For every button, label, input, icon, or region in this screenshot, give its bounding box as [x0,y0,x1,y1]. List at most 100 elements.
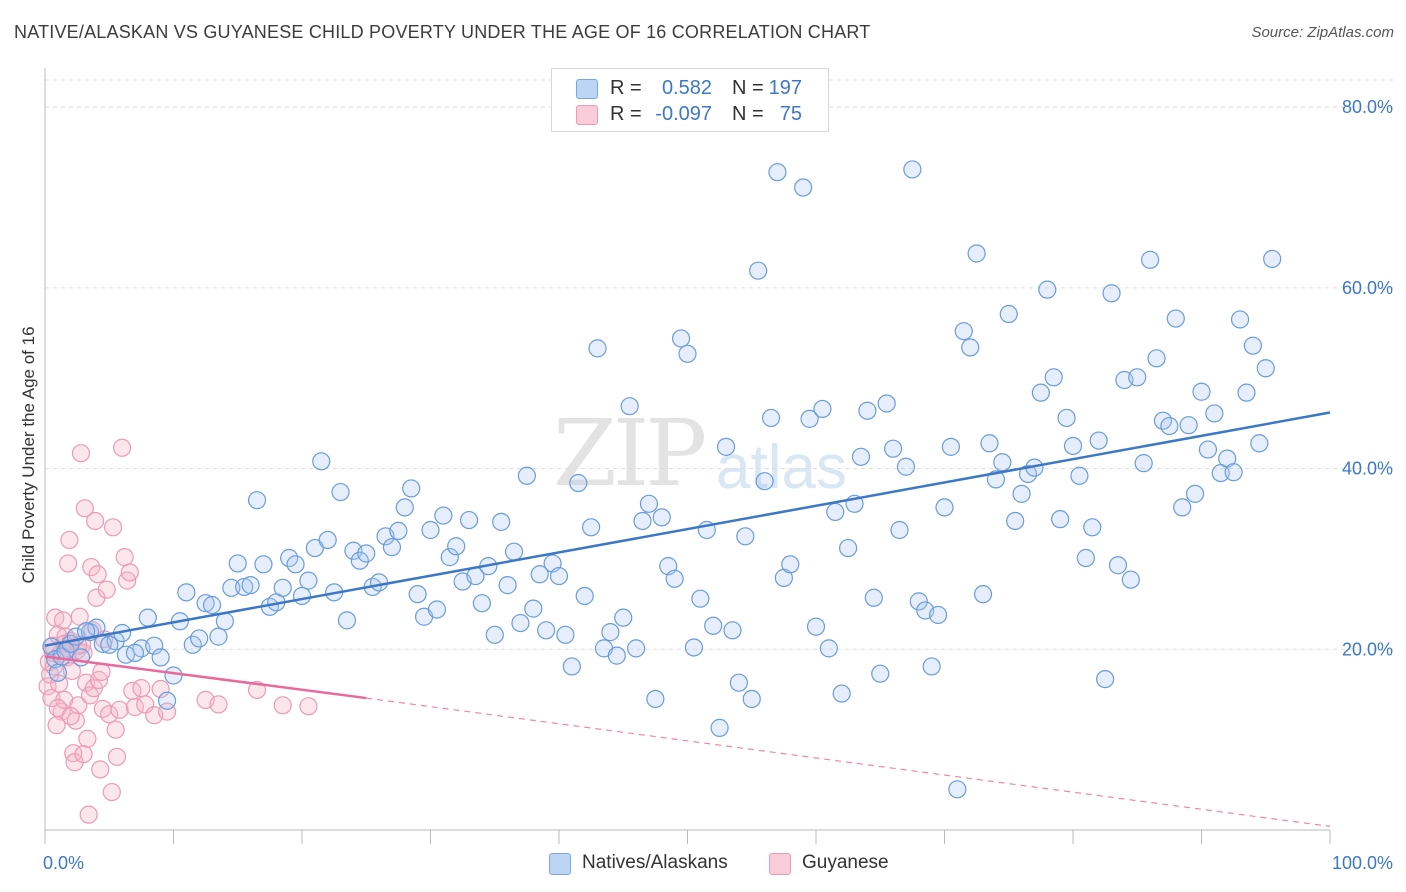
natives-alaskans-point [755,472,774,491]
natives-alaskans-point [781,555,800,574]
natives-alaskans-point [1134,454,1153,473]
natives-alaskans-point [440,548,459,567]
natives-alaskans-point [928,605,948,625]
natives-alaskans-point [993,453,1012,472]
natives-alaskans-point [77,622,96,641]
natives-alaskans-point [871,664,890,683]
legend-r-value: -0.097 [655,103,712,125]
natives-alaskans-point [1102,284,1121,303]
guyanese-point [106,720,125,739]
natives-alaskans-point [813,399,832,419]
natives-alaskans-point [1076,548,1095,568]
guyanese-trend-line [44,655,367,700]
natives-alaskans-point [524,599,543,618]
natives-alaskans-point [273,578,292,597]
natives-alaskans-point [138,608,157,627]
guyanese-point [273,696,292,715]
natives-alaskans-point [157,691,177,710]
natives-alaskans-point [408,585,427,604]
natives-alaskans-point [1205,404,1224,423]
natives-alaskans-point [1128,368,1147,387]
guyanese-point [48,698,67,718]
natives-alaskans-point [883,439,903,458]
natives-alaskans-point [575,586,594,606]
natives-alaskans-point [1179,416,1198,435]
natives-alaskans-point [151,648,170,667]
guyanese-point [97,580,116,599]
guyanese-point [88,565,107,584]
natives-alaskans-point [1083,518,1102,537]
natives-alaskans-point [999,304,1018,324]
natives-alaskans-point [1108,556,1128,575]
natives-alaskans-point [639,494,659,513]
natives-alaskans-point [1173,498,1192,517]
natives-alaskans-point [357,544,376,563]
natives-alaskans-point [954,322,973,341]
natives-alaskans-point [337,611,357,630]
natives-alaskans-point [190,629,209,648]
guyanese-point [102,782,121,802]
natives-alaskans-point [1038,280,1057,299]
natives-alaskans-point [684,638,704,657]
natives-alaskans-point [806,617,826,636]
natives-alaskans-point [1147,349,1166,368]
natives-alaskans-point [858,401,877,420]
natives-alaskans-point [485,625,504,644]
natives-alaskans-point [646,689,665,709]
guyanese-point [104,518,123,537]
natives-alaskans-point [312,452,331,471]
legend-n-value: 197 [768,77,802,99]
natives-alaskans-point [749,261,768,280]
natives-alaskans-point [948,780,967,799]
guyanese-point [38,677,57,696]
natives-alaskans-point [1250,434,1269,453]
guyanese-point [61,707,80,726]
guyanese-point [75,499,94,518]
natives-alaskans-point [382,538,402,557]
legend-n-label: N = [732,77,764,99]
natives-alaskans-point [768,163,787,182]
y-tick-label: 20.0% [1342,639,1393,659]
guyanese-point [107,747,127,766]
natives-alaskans-point [1006,511,1025,531]
natives-alaskans-point [370,573,389,592]
natives-alaskans-point [736,527,755,546]
natives-alaskans-point [614,608,633,627]
natives-alaskans-point [254,555,273,574]
natives-alaskans-point [421,520,440,540]
natives-alaskans-point [350,551,369,570]
natives-alaskans-point [530,565,549,584]
grid-lines [45,79,1395,650]
guyanese-point [100,705,119,724]
trend-lines [44,411,1331,827]
natives-alaskans-point [961,338,980,357]
legend-r-label: R = [610,103,642,125]
guyanese-point [209,695,228,714]
natives-alaskans-point [1031,383,1050,402]
natives-alaskans-points [42,160,1282,799]
natives-alaskans-point [116,645,136,664]
watermark-atlas: atlas [716,433,847,502]
natives-alaskans-point [562,657,581,676]
natives-alaskans-point [100,635,119,654]
natives-alaskans-point [209,627,228,646]
guyanese-point [53,611,73,630]
natives-alaskans-trend-line [44,411,1331,647]
natives-alaskans-point [903,160,922,179]
natives-alaskans-point [331,482,350,502]
natives-alaskans-point [71,648,91,667]
natives-alaskans-point [909,592,928,611]
natives-alaskans-point [318,530,337,550]
source-label: Source: ZipAtlas.com [1251,24,1394,41]
natives-alaskans-point [1051,510,1070,529]
natives-alaskans-point [1237,383,1256,402]
natives-alaskans-point [1192,382,1211,401]
legend-row-guyanese: R = -0.097 N = 75 [552,102,828,128]
natives-alaskans-point [145,636,164,655]
natives-alaskans-point [1057,408,1076,428]
guyanese-point [125,698,145,717]
natives-alaskans-point [890,520,909,540]
axes [44,68,1331,844]
guyanese-point [59,554,78,573]
